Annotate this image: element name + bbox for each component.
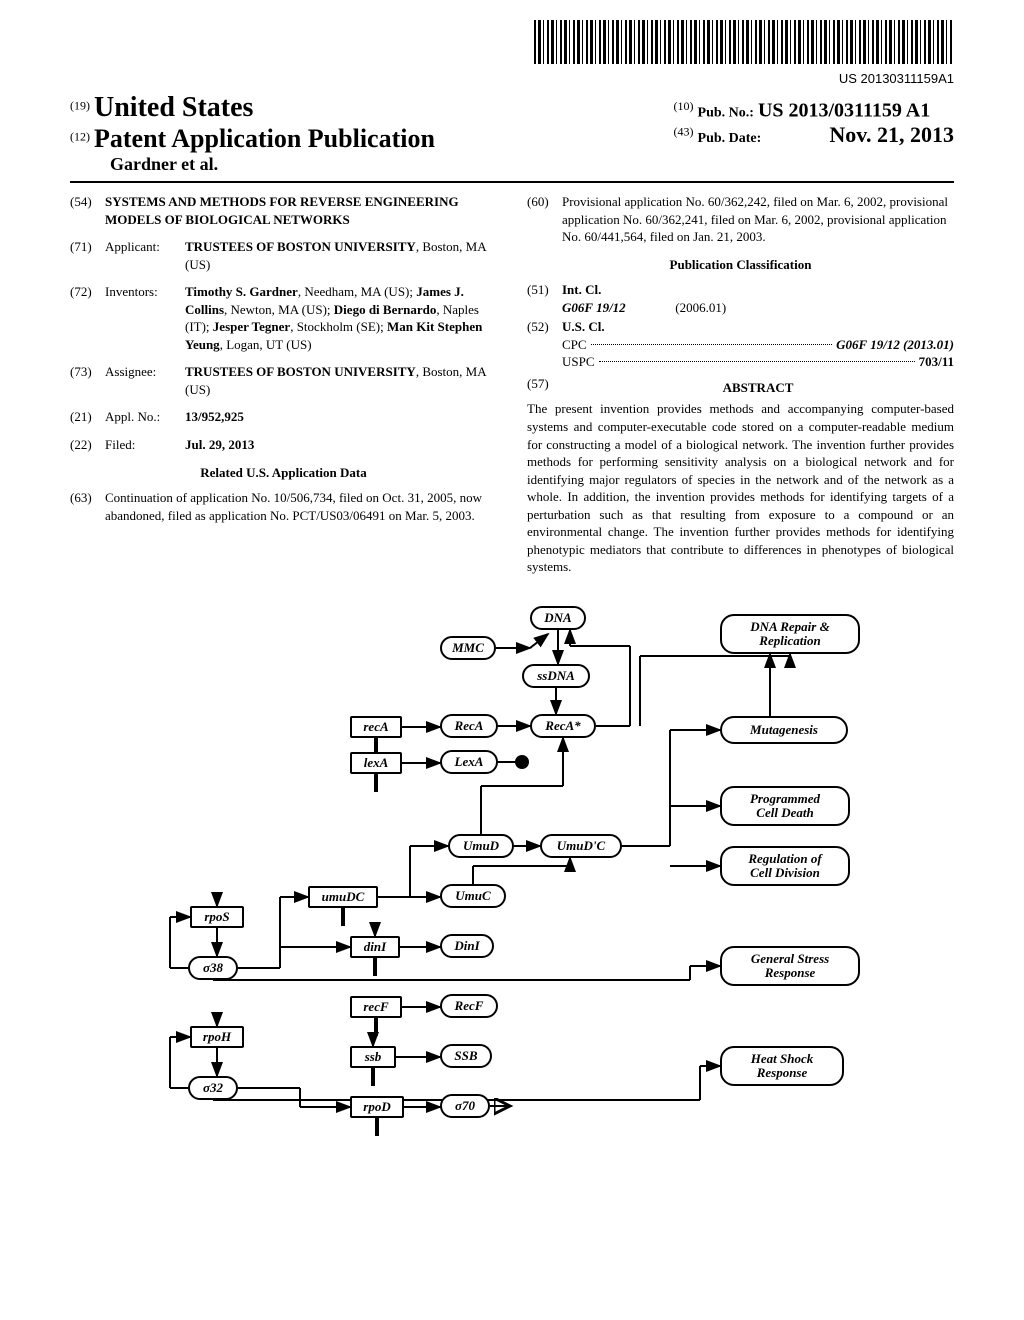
cont-text: Continuation of application No. 10/506,7… (105, 489, 497, 524)
publication-type: Patent Application Publication (94, 124, 435, 153)
header: (19) United States (12) Patent Applicati… (70, 92, 954, 183)
abstract-heading: ABSTRACT (562, 379, 954, 397)
prov-text: Provisional application No. 60/362,242, … (562, 193, 954, 246)
classification-heading: Publication Classification (527, 256, 954, 274)
cpc-label: CPC (562, 336, 587, 354)
node-UmuD: UmuD (448, 834, 514, 858)
uspc-value: 703/11 (919, 353, 954, 371)
pubno-label: Pub. No.: (698, 105, 754, 120)
patent-title: SYSTEMS AND METHODS FOR REVERSE ENGINEER… (105, 193, 497, 228)
uscl-label: U.S. Cl. (562, 319, 605, 334)
node-UmuDC: UmuD'C (540, 834, 622, 858)
authors-line: Gardner et al. (110, 154, 435, 175)
intcl-date: (2006.01) (675, 300, 726, 315)
barcode-block: US 20130311159A1 (70, 20, 954, 86)
node-UmuC: UmuC (440, 884, 506, 908)
filed-label: Filed: (105, 436, 185, 454)
node-s32: σ32 (188, 1076, 238, 1100)
node-SSB: SSB (440, 1044, 492, 1068)
node-RecAs: RecA* (530, 714, 596, 738)
node-GSR: General Stress Response (720, 946, 860, 986)
applno-code: (21) (70, 408, 105, 426)
node-HSR: Heat Shock Response (720, 1046, 844, 1086)
network-diagram: DNA MMC ssDNA recA RecA RecA* lexA LexA UmuD UmuD… (70, 606, 954, 1166)
pub-inid: (12) (70, 130, 90, 144)
applno-value: 13/952,925 (185, 409, 244, 424)
prov-code: (60) (527, 193, 562, 246)
node-RCD: Regulation of Cell Division (720, 846, 850, 886)
pubno-value: US 2013/0311159 A1 (758, 99, 930, 121)
related-heading: Related U.S. Application Data (70, 464, 497, 482)
cont-code: (63) (70, 489, 105, 524)
filed-code: (22) (70, 436, 105, 454)
left-column: (54) SYSTEMS AND METHODS FOR REVERSE ENG… (70, 193, 497, 576)
node-ssb_g: ssb (350, 1046, 396, 1068)
applicant-label: Applicant: (105, 238, 185, 273)
node-rpoH_g: rpoH (190, 1026, 244, 1048)
uspc-label: USPC (562, 353, 595, 371)
intcl-value: G06F 19/12 (562, 300, 626, 315)
abstract-text: The present invention provides methods a… (527, 400, 954, 575)
right-column: (60) Provisional application No. 60/362,… (527, 193, 954, 576)
node-lexA_g: lexA (350, 752, 402, 774)
node-dinI_g: dinI (350, 936, 400, 958)
node-RecF: RecF (440, 994, 498, 1018)
node-LexA: LexA (440, 750, 498, 774)
node-rpoD_g: rpoD (350, 1096, 404, 1118)
applicant-code: (71) (70, 238, 105, 273)
assignee-code: (73) (70, 363, 105, 398)
assignee-label: Assignee: (105, 363, 185, 398)
inventors-code: (72) (70, 283, 105, 353)
node-s38: σ38 (188, 956, 238, 980)
abstract-code: (57) (527, 375, 562, 401)
node-recA_g: recA (350, 716, 402, 738)
pubdate-label: Pub. Date: (698, 131, 762, 146)
applicant-name: TRUSTEES OF BOSTON UNIVERSITY (185, 239, 416, 254)
assignee-name: TRUSTEES OF BOSTON UNIVERSITY (185, 364, 416, 379)
barcode-number: US 20130311159A1 (70, 71, 954, 86)
applno-label: Appl. No.: (105, 408, 185, 426)
country-inid: (19) (70, 99, 90, 113)
country: United States (94, 92, 253, 123)
filed-value: Jul. 29, 2013 (185, 437, 254, 452)
pubdate-inid: (43) (674, 125, 694, 139)
node-DNA: DNA (530, 606, 586, 630)
pubdate-value: Nov. 21, 2013 (829, 122, 954, 147)
inventors-label: Inventors: (105, 283, 185, 353)
node-RecA: RecA (440, 714, 498, 738)
intcl-label: Int. Cl. (562, 282, 601, 297)
node-recF_g: recF (350, 996, 402, 1018)
intcl-code: (51) (527, 281, 562, 316)
node-MMC: MMC (440, 636, 496, 660)
node-rpoS_g: rpoS (190, 906, 244, 928)
node-Mut: Mutagenesis (720, 716, 848, 744)
node-PCD: Programmed Cell Death (720, 786, 850, 826)
barcode-icon (534, 20, 954, 64)
title-code: (54) (70, 193, 105, 228)
node-umuDC_g: umuDC (308, 886, 378, 908)
node-s70: σ70 (440, 1094, 490, 1118)
uscl-code: (52) (527, 318, 562, 371)
pubno-inid: (10) (674, 99, 694, 113)
cpc-value: G06F 19/12 (2013.01) (836, 337, 954, 352)
node-DNArep: DNA Repair & Replication (720, 614, 860, 654)
node-DinI: DinI (440, 934, 494, 958)
node-ssDNA: ssDNA (522, 664, 590, 688)
inventors-list: Timothy S. Gardner, Needham, MA (US); Ja… (185, 283, 497, 353)
